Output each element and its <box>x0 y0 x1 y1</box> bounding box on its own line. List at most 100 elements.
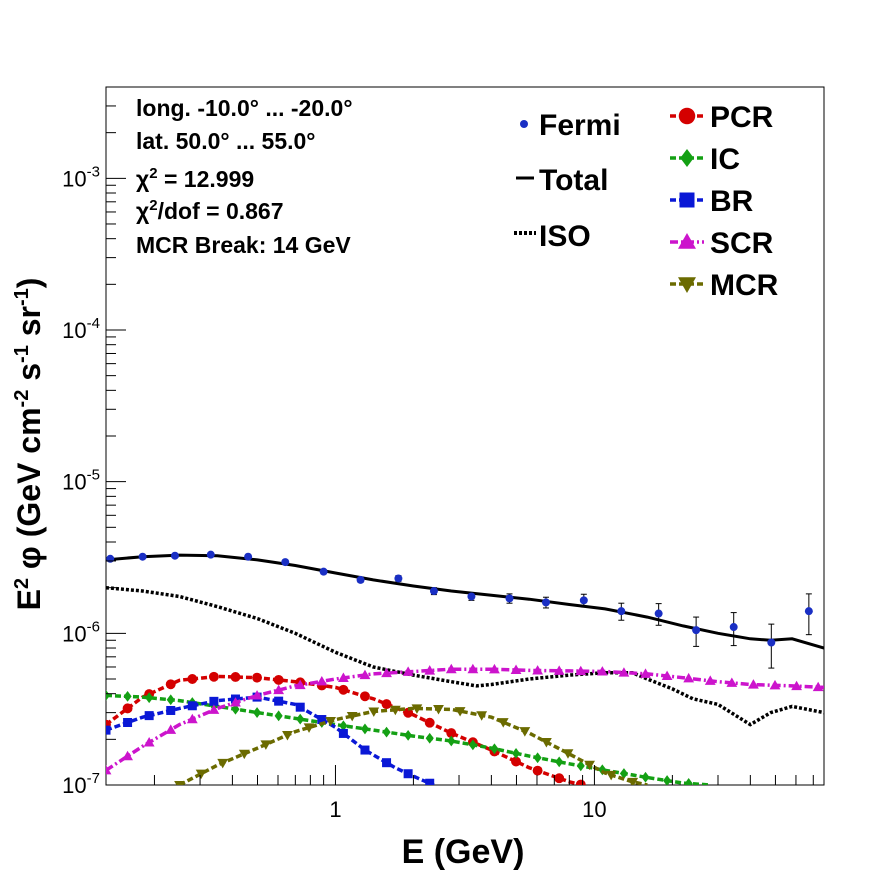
series-marker-scr <box>596 666 608 676</box>
series-marker-ic <box>123 690 132 702</box>
series-marker-scr <box>402 666 414 676</box>
legend-mcr-marker <box>678 277 696 293</box>
series-marker-scr <box>337 672 349 682</box>
series-marker-mcr <box>238 749 250 760</box>
series-scr <box>106 663 824 775</box>
series-marker-scr <box>791 680 802 691</box>
series-marker-scr <box>553 665 565 675</box>
series-marker-scr <box>726 677 738 687</box>
series-marker-br <box>144 711 154 721</box>
fermi-point <box>206 550 215 559</box>
series-marker-br <box>360 745 370 755</box>
series-marker-scr <box>381 667 392 678</box>
legend-pcr-marker <box>678 107 696 125</box>
series-marker-br <box>187 701 197 711</box>
series-line-mcr <box>178 706 648 785</box>
fermi-point <box>767 638 776 647</box>
series-marker-scr <box>575 665 587 676</box>
annotation-mcr-break: MCR Break: 14 GeV <box>136 232 351 258</box>
series-marker-mcr <box>195 769 207 780</box>
legend-fermi-marker <box>520 120 528 128</box>
y-tick-label: 10-5 <box>62 467 100 495</box>
series-marker-scr <box>122 750 133 761</box>
series-marker-scr <box>359 669 371 680</box>
series-mcr <box>174 704 648 785</box>
series-marker-scr <box>143 737 155 747</box>
series-marker-br <box>382 758 392 768</box>
series-marker-mcr <box>541 738 552 748</box>
series-marker-mcr <box>389 705 401 716</box>
series-marker-mcr <box>260 740 272 750</box>
fermi-point <box>541 598 550 607</box>
series-marker-scr <box>445 663 457 674</box>
series-marker-ic <box>576 760 585 772</box>
series-marker-scr <box>769 679 781 690</box>
series-marker-ic <box>468 739 477 751</box>
series-br <box>106 692 435 785</box>
series-marker-ic <box>425 732 434 744</box>
legend-iso-label: ISO <box>539 220 591 253</box>
series-marker-ic <box>274 710 283 722</box>
series-marker-ic <box>253 707 262 718</box>
annotation-longitude: long. -10.0° ... -20.0° <box>136 95 353 121</box>
series-marker-ic <box>490 743 499 755</box>
series-marker-pcr <box>360 691 370 702</box>
legend-ic-label: IC <box>710 143 740 176</box>
series-marker-mcr <box>454 707 466 717</box>
legend-scr-label: SCR <box>710 227 774 260</box>
series-marker-br <box>209 696 219 706</box>
legend-scr-marker <box>678 233 696 249</box>
series-marker-br <box>274 696 284 706</box>
series-marker-pcr <box>511 756 521 767</box>
series-marker-pcr <box>122 703 133 714</box>
series-marker-ic <box>555 756 564 768</box>
series-marker-ic <box>296 713 305 725</box>
fermi-point <box>429 587 438 596</box>
series-marker-mcr <box>346 711 358 722</box>
fermi-point <box>692 626 701 635</box>
series-marker-scr <box>618 667 630 677</box>
series-line-total <box>106 553 824 650</box>
series-marker-pcr <box>554 773 565 784</box>
series-marker-ic <box>145 692 154 704</box>
series-marker-scr <box>510 664 522 675</box>
annotation-latitude: lat. 50.0° ... 55.0° <box>136 128 316 154</box>
series-marker-mcr <box>325 716 337 727</box>
legend-br-marker <box>679 192 695 208</box>
series-marker-mcr <box>562 749 574 759</box>
series-marker-mcr <box>584 760 595 771</box>
x-tick-label: 1 <box>329 797 341 822</box>
series-marker-mcr <box>627 777 639 785</box>
series-marker-mcr <box>519 727 531 737</box>
series-marker-ic <box>684 778 693 785</box>
series-marker-br <box>106 725 111 735</box>
series-marker-scr <box>424 665 436 675</box>
series-line-scr <box>106 667 824 772</box>
fermi-point <box>138 552 147 561</box>
series-marker-scr <box>489 663 500 674</box>
fermi-point <box>394 574 403 583</box>
y-tick-label: 10-7 <box>62 770 100 798</box>
legend-total-label: Total <box>539 164 608 197</box>
series-marker-pcr <box>230 672 241 682</box>
x-tick-label: 10 <box>582 797 606 822</box>
series-marker-mcr <box>303 723 315 733</box>
series-marker-br <box>317 715 327 725</box>
series-marker-scr <box>273 684 285 695</box>
series-marker-pcr <box>208 671 219 682</box>
series-marker-br <box>123 717 133 727</box>
fermi-point <box>842 682 850 690</box>
series-marker-scr <box>683 672 695 683</box>
legend: Fermi Total ISO PCR IC BR SCR MCR <box>514 101 779 302</box>
series-marker-scr <box>165 724 177 734</box>
series-marker-br <box>403 769 413 779</box>
series-marker-scr <box>208 704 220 714</box>
series-marker-pcr <box>165 679 176 690</box>
series-marker-br <box>338 728 348 738</box>
fermi-point <box>467 592 476 601</box>
series-marker-br <box>166 705 176 715</box>
series-marker-mcr <box>217 758 229 769</box>
series-marker-scr <box>640 668 651 678</box>
series-marker-scr <box>316 675 328 686</box>
series-marker-pcr <box>381 699 392 710</box>
